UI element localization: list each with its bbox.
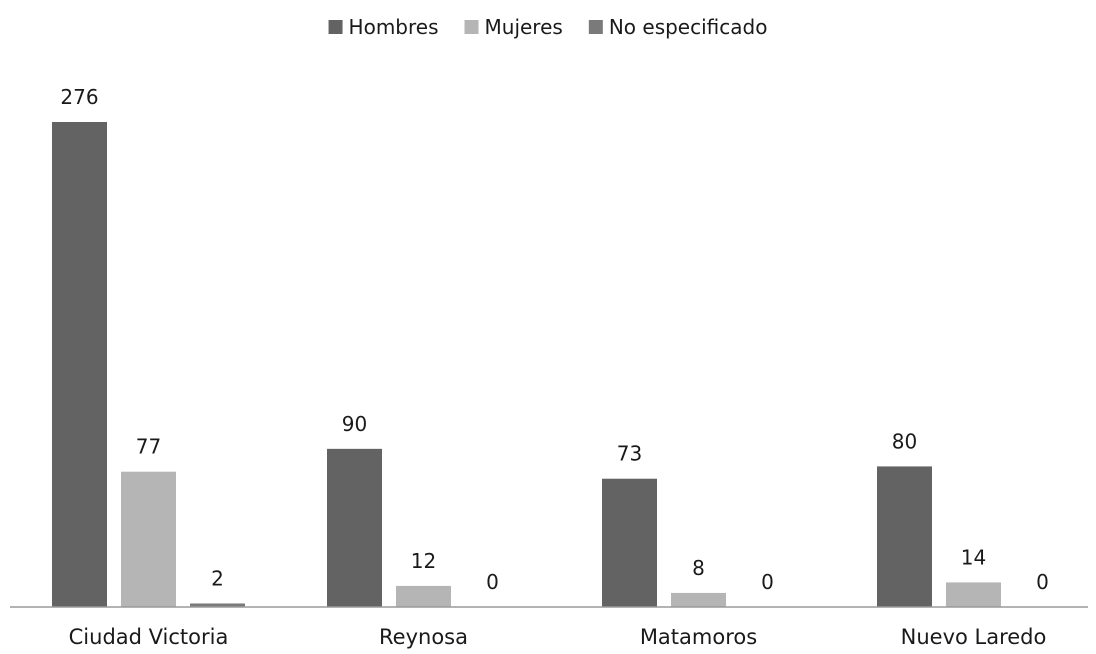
category-label-nuevo-laredo: Nuevo Laredo [901,625,1047,649]
data-label-hombres-nuevo-laredo: 80 [892,429,917,453]
bar-hombres-reynosa [327,448,382,607]
data-label-no-especificado-matamoros: 0 [761,570,774,594]
legend-swatch-mujeres [464,20,479,34]
bar-mujeres-nuevo-laredo [946,582,1001,607]
legend-label-mujeres: Mujeres [485,15,563,39]
legend-item-no-especificado: No especificado [588,15,768,39]
data-label-no-especificado-nuevo-laredo: 0 [1036,570,1049,594]
data-label-no-especificado-reynosa: 0 [486,570,499,594]
bar-hombres-matamoros [602,478,657,607]
data-label-no-especificado-ciudad-victoria: 2 [211,566,224,590]
data-label-mujeres-matamoros: 8 [692,556,705,580]
bar-mujeres-ciudad-victoria [121,471,176,607]
bar-no-especificado-ciudad-victoria [190,603,245,607]
bar-hombres-ciudad-victoria [52,122,107,607]
legend-swatch-no-especificado [588,20,603,34]
legend: Hombres Mujeres No especificado [328,15,768,39]
bar-hombres-nuevo-laredo [877,466,932,607]
legend-item-mujeres: Mujeres [464,15,563,39]
x-axis-labels: Ciudad Victoria Reynosa Matamoros Nuevo Lar… [69,625,1047,649]
data-label-mujeres-reynosa: 12 [411,549,436,573]
data-label-hombres-reynosa: 90 [342,412,367,436]
bar-mujeres-reynosa [396,585,451,607]
data-label-mujeres-nuevo-laredo: 14 [961,545,986,569]
data-label-hombres-matamoros: 73 [617,442,642,466]
data-label-mujeres-ciudad-victoria: 77 [136,435,161,459]
legend-swatch-hombres [328,20,343,34]
legend-item-hombres: Hombres [328,15,439,39]
bar-mujeres-matamoros [671,592,726,607]
category-label-ciudad-victoria: Ciudad Victoria [69,625,229,649]
category-label-matamoros: Matamoros [640,625,757,649]
legend-label-hombres: Hombres [349,15,439,39]
category-label-reynosa: Reynosa [379,625,468,649]
data-label-hombres-ciudad-victoria: 276 [60,85,98,109]
legend-label-no-especificado: No especificado [609,15,768,39]
